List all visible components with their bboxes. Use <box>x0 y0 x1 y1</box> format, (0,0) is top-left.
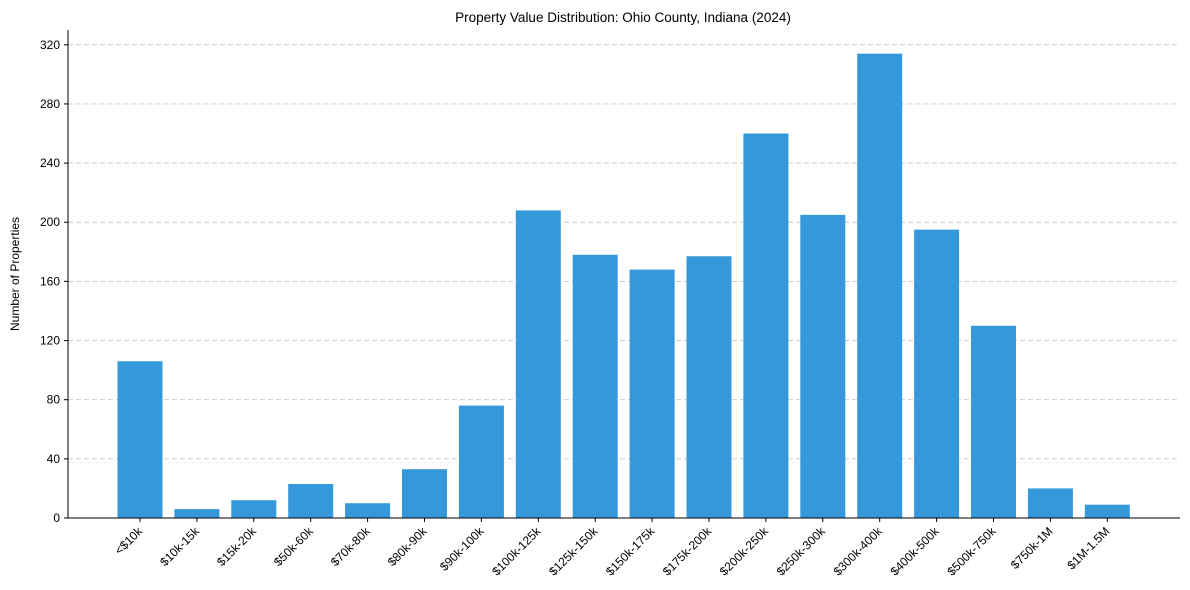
x-tick-label: $300k-400k <box>831 524 886 579</box>
bar <box>345 503 391 518</box>
y-tick-label: 240 <box>40 156 60 170</box>
y-tick-label: 320 <box>40 38 60 52</box>
x-tick-label: $400k-500k <box>887 524 942 579</box>
bar <box>971 325 1016 518</box>
bar <box>515 210 561 519</box>
x-tick-label: $70k-80k <box>328 524 374 570</box>
bar <box>458 405 504 518</box>
x-tick-label: $500k-750k <box>944 524 999 579</box>
bar <box>231 500 277 518</box>
bar <box>1027 488 1073 518</box>
x-tick-label: <$10k <box>112 524 146 558</box>
bar <box>402 469 447 518</box>
bar <box>1084 504 1130 518</box>
y-tick-label: 40 <box>47 452 61 466</box>
x-tick-label: $175k-200k <box>660 524 715 579</box>
bar <box>914 229 960 519</box>
bar <box>288 483 334 518</box>
x-tick-label: $15k-20k <box>214 524 260 570</box>
bars <box>117 53 1130 519</box>
bar <box>629 269 675 518</box>
x-tick-label: $1M-1.5M <box>1064 524 1112 572</box>
bar <box>743 133 789 519</box>
x-tick-label: $200k-250k <box>717 524 772 579</box>
x-ticks: <$10k $10k-15k $15k-20k $50k-60k $70k-80k $80… <box>112 518 1112 579</box>
y-axis-label: Number of Properties <box>8 217 22 331</box>
bar <box>857 53 903 518</box>
y-tick-label: 120 <box>40 334 60 348</box>
x-tick-label: $80k-90k <box>385 524 431 570</box>
chart-title: Property Value Distribution: Ohio County… <box>455 10 791 25</box>
x-tick-label: $125k-150k <box>546 524 601 579</box>
x-tick-label: $250k-300k <box>774 524 829 579</box>
x-tick-label: $100k-125k <box>489 524 544 579</box>
y-tick-label: 280 <box>40 97 60 111</box>
y-tick-label: 80 <box>47 393 61 407</box>
x-tick-label: $150k-175k <box>603 524 658 579</box>
x-tick-label: $90k-100k <box>437 524 487 574</box>
x-tick-label: $10k-15k <box>157 524 203 570</box>
bar <box>572 254 618 518</box>
y-tick-label: 200 <box>40 215 60 229</box>
bar <box>174 509 220 518</box>
x-tick-label: $50k-60k <box>271 524 317 570</box>
y-tick-label: 0 <box>53 511 60 525</box>
y-ticks: 0 40 80 120 160 200 240 280 320 <box>40 38 68 525</box>
x-tick-label: $750k-1M <box>1008 524 1056 572</box>
bar <box>686 256 732 518</box>
bar <box>117 361 163 518</box>
bar <box>800 214 846 518</box>
y-tick-label: 160 <box>40 274 60 288</box>
grid-lines <box>68 44 1180 460</box>
